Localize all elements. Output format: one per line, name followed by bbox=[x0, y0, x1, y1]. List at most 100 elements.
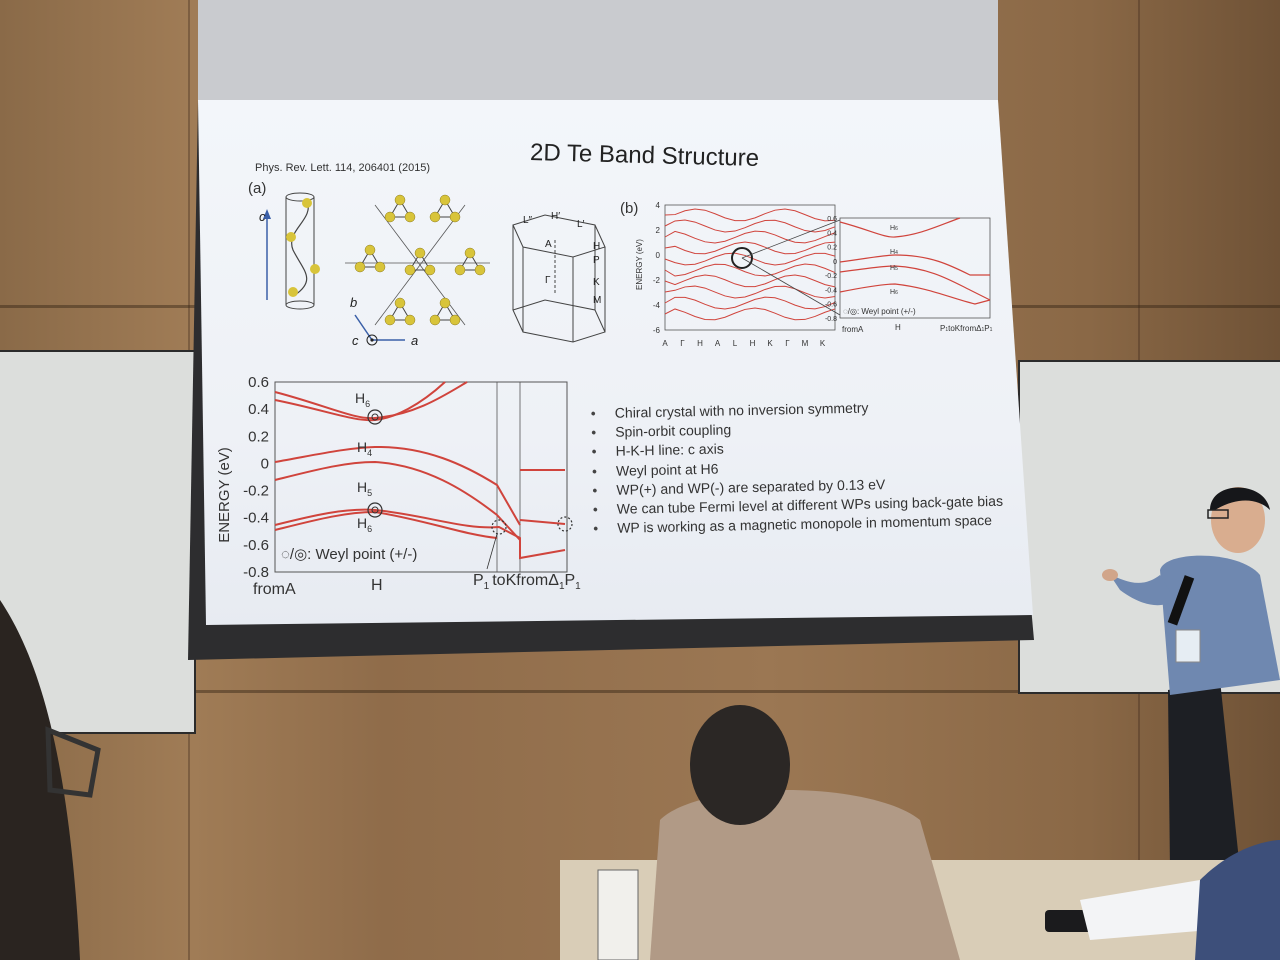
inset-band-lines: H6 H4 H5 H6 bbox=[839, 217, 991, 305]
c-axis-label: c bbox=[259, 209, 266, 224]
te-atom-triangles bbox=[354, 194, 486, 326]
c-axis-arrowhead bbox=[263, 209, 271, 219]
overview-ylabel: ENERGY (eV) bbox=[635, 239, 644, 290]
inset-point-label: H6 bbox=[890, 225, 898, 232]
inset-y-tick: -0.4 bbox=[825, 287, 837, 294]
band-line bbox=[274, 381, 468, 420]
overview-band bbox=[664, 307, 836, 321]
slide-title: 2D Te Band Structure bbox=[529, 139, 760, 172]
presenter-figure bbox=[1102, 487, 1280, 870]
inset-y-tick: 0.6 bbox=[827, 216, 837, 223]
bz-label: P bbox=[593, 255, 600, 266]
atom-triangle bbox=[429, 194, 461, 223]
bz-label: H bbox=[593, 241, 600, 252]
main-frame bbox=[274, 381, 568, 573]
inset-frame bbox=[839, 217, 991, 319]
band-line bbox=[274, 460, 521, 541]
te-atom bbox=[302, 198, 312, 208]
te-atom bbox=[404, 211, 416, 223]
overview-band bbox=[664, 274, 836, 288]
b-axis-label: b bbox=[350, 295, 357, 310]
te-atom bbox=[354, 261, 366, 273]
slide-bullet-list: Chiral crystal with no inversion symmetr… bbox=[591, 396, 1004, 539]
high-symmetry-point-labels: H6 H4 H5 H6 bbox=[355, 390, 372, 534]
te-atom bbox=[454, 264, 466, 276]
overview-band bbox=[664, 230, 836, 244]
presenter-hand bbox=[1102, 569, 1118, 581]
crystal-structure-figure: b c a c L″ H′ L′ A HP Γ KM bbox=[259, 192, 606, 348]
overview-x-tick: Γ bbox=[680, 339, 685, 348]
inset-point-label: H6 bbox=[890, 289, 898, 296]
lattice-top-view bbox=[345, 204, 490, 326]
overview-band bbox=[664, 263, 836, 277]
te-atom bbox=[310, 264, 320, 274]
main-y-tick: 0.2 bbox=[248, 428, 269, 445]
overview-y-tick: -6 bbox=[653, 326, 661, 335]
audience-member-head bbox=[690, 705, 790, 825]
main-y-tick: 0.4 bbox=[248, 401, 269, 418]
overview-x-tick: A bbox=[715, 339, 721, 348]
atom-triangle bbox=[354, 244, 386, 273]
overview-band bbox=[664, 285, 836, 299]
main-legend: ◌/◎: Weyl point (+/-) bbox=[281, 546, 417, 563]
main-y-tick: -0.4 bbox=[243, 510, 269, 527]
reference-citation: Phys. Rev. Lett. 114, 206401 (2015) bbox=[255, 162, 431, 174]
point-label: H6 bbox=[355, 390, 370, 409]
audience-foreground bbox=[0, 600, 1280, 960]
main-y-ticks: 0.6 0.4 0.2 0 -0.2 -0.4 -0.6 -0.8 bbox=[243, 374, 269, 581]
atom-triangle bbox=[429, 297, 461, 326]
panel-b-label: (b) bbox=[620, 200, 639, 217]
point-label: H5 bbox=[357, 479, 372, 498]
basis-vectors: b c a bbox=[350, 295, 418, 348]
main-y-tick: -0.2 bbox=[243, 483, 269, 500]
te-atom bbox=[364, 244, 376, 256]
te-atom bbox=[286, 232, 296, 242]
audience-member-jacket bbox=[650, 790, 960, 960]
point-label: H4 bbox=[357, 439, 372, 458]
inset-band bbox=[839, 265, 991, 301]
band-line bbox=[274, 445, 521, 526]
main-ylabel: ENERGY (eV) bbox=[216, 447, 233, 543]
overview-y-tick: 2 bbox=[656, 226, 661, 235]
main-band-lines bbox=[274, 381, 566, 560]
inset-x-h: H bbox=[895, 323, 901, 332]
eyeglasses bbox=[45, 726, 101, 798]
notebook bbox=[1080, 880, 1210, 940]
main-y-tick: 0.6 bbox=[248, 374, 269, 391]
presenter-hair bbox=[1210, 487, 1270, 510]
overview-y-ticks: 4 2 0 -2 -4 -6 bbox=[653, 201, 661, 335]
bz-label: M bbox=[593, 295, 601, 306]
bz-label: A bbox=[545, 239, 552, 250]
inset-x-from: fromA bbox=[842, 325, 864, 334]
presenter-glasses bbox=[1207, 509, 1229, 519]
presenter-arm bbox=[1110, 575, 1175, 606]
brillouin-zone bbox=[512, 214, 606, 343]
te-atom bbox=[474, 264, 486, 276]
overview-x-tick: H bbox=[697, 339, 703, 348]
audience-member-left bbox=[0, 600, 80, 960]
inset-band bbox=[839, 283, 991, 305]
name-badge bbox=[1175, 629, 1201, 663]
overview-band bbox=[664, 241, 836, 255]
te-atom bbox=[449, 211, 461, 223]
bz-label: K bbox=[593, 277, 600, 288]
inset-point-label: H5 bbox=[890, 265, 898, 272]
band-line bbox=[519, 519, 566, 525]
te-atom bbox=[394, 194, 406, 206]
weyl-pointer-line bbox=[486, 533, 498, 570]
te-atom bbox=[404, 264, 416, 276]
te-atom bbox=[439, 297, 451, 309]
inset-y-tick: -0.8 bbox=[825, 316, 837, 323]
inset-y-ticks: 0.6 0.4 0.2 0 -0.2 -0.4 -0.6 -0.8 bbox=[825, 216, 837, 323]
overview-x-tick: L bbox=[733, 339, 738, 348]
c-axis-label-bottom: c bbox=[352, 333, 359, 348]
overview-y-tick: -2 bbox=[653, 276, 661, 285]
inset-legend: ◌/◎: Weyl point (+/-) bbox=[843, 307, 916, 316]
audience-member-right bbox=[1195, 840, 1280, 960]
main-y-tick: -0.6 bbox=[243, 537, 269, 554]
bz-label: H′ bbox=[551, 211, 560, 222]
inset-y-tick: 0.2 bbox=[827, 245, 837, 252]
main-y-tick: -0.8 bbox=[243, 564, 269, 581]
